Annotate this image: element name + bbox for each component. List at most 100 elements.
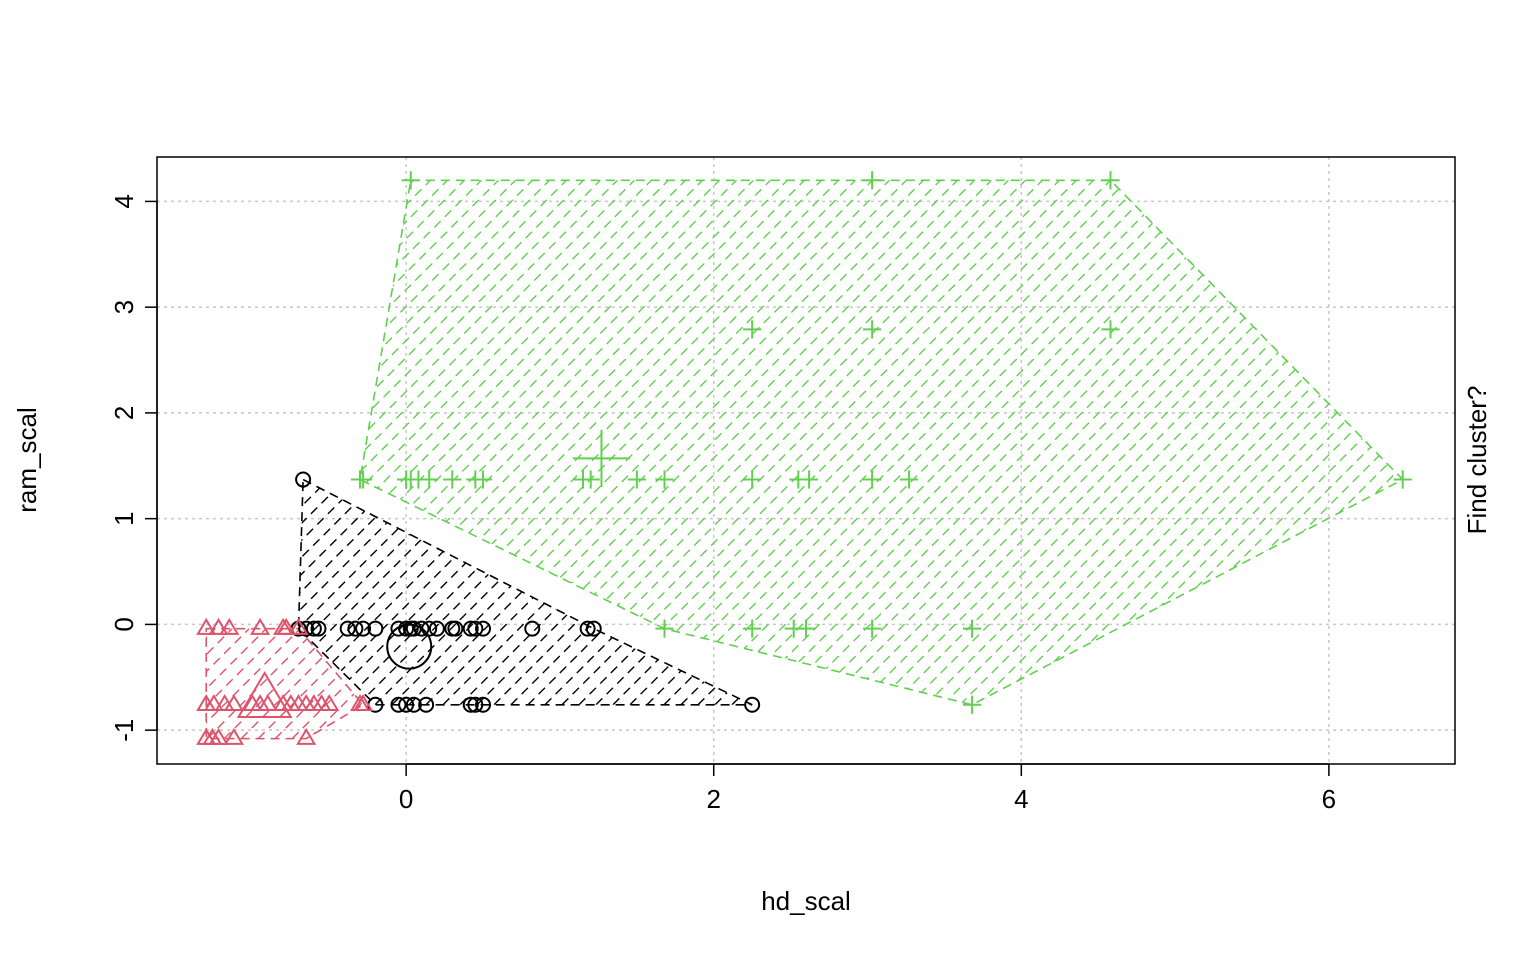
hatch-line bbox=[391, 479, 618, 705]
grid-lines bbox=[157, 157, 1455, 764]
data-point bbox=[962, 695, 982, 714]
data-point bbox=[863, 619, 882, 638]
hatch-line bbox=[360, 180, 601, 705]
hatch-line bbox=[298, 479, 414, 705]
data-point bbox=[428, 620, 445, 637]
hatch-line bbox=[527, 479, 753, 705]
data-point bbox=[524, 620, 541, 637]
y-tick-label: -1 bbox=[109, 719, 139, 742]
data-point bbox=[743, 320, 762, 339]
hatch-line bbox=[0, 180, 294, 705]
hatch-line bbox=[359, 628, 364, 739]
hatch-line bbox=[1504, 180, 1536, 705]
hatch-line bbox=[653, 180, 1179, 705]
hull-hatching bbox=[0, 628, 504, 739]
data-point bbox=[367, 620, 384, 637]
hatch-line bbox=[298, 479, 380, 705]
hatch-line bbox=[595, 479, 753, 705]
hatch-line bbox=[360, 180, 635, 705]
hatch-line bbox=[891, 180, 1403, 705]
hatch-line bbox=[789, 180, 1315, 705]
hatch-line bbox=[69, 480, 294, 705]
data-point bbox=[475, 620, 492, 637]
hatch-line bbox=[52, 480, 277, 705]
data-point bbox=[585, 620, 602, 637]
hatch-line bbox=[1044, 180, 1403, 705]
hatch-line bbox=[561, 479, 753, 705]
data-point bbox=[296, 727, 317, 745]
data-point bbox=[1101, 171, 1120, 190]
x-tick-label: 2 bbox=[706, 784, 720, 814]
data-point bbox=[257, 694, 278, 712]
hatch-line bbox=[670, 180, 1196, 705]
hatch-line bbox=[806, 180, 1332, 705]
data-point bbox=[475, 696, 492, 713]
hatch-line bbox=[360, 180, 482, 705]
hatch-line bbox=[602, 180, 1128, 705]
y-axis-label: ram_scal bbox=[12, 407, 42, 512]
data-point bbox=[339, 620, 356, 637]
hatch-line bbox=[1384, 180, 1403, 705]
hatch-line bbox=[432, 180, 958, 705]
hatch-line bbox=[1248, 180, 1403, 705]
y-tick-label: 3 bbox=[109, 300, 139, 314]
hatch-line bbox=[517, 180, 1043, 705]
hatch-line bbox=[612, 479, 753, 705]
hatch-line bbox=[568, 180, 1094, 705]
data-point bbox=[863, 320, 882, 339]
data-point bbox=[863, 171, 882, 190]
data-point bbox=[743, 470, 762, 489]
hatch-line bbox=[360, 180, 754, 705]
hatch-line bbox=[1265, 180, 1403, 705]
hatch-line bbox=[394, 629, 504, 739]
hatch-line bbox=[1521, 180, 1536, 705]
hatch-line bbox=[357, 479, 584, 705]
data-point bbox=[288, 617, 309, 635]
data-point bbox=[1101, 320, 1120, 339]
hatch-line bbox=[1010, 180, 1403, 705]
cluster-hulls bbox=[0, 179, 1536, 740]
hatch-line bbox=[240, 628, 352, 739]
hatch-line bbox=[360, 180, 516, 705]
hatch-line bbox=[360, 180, 669, 705]
y-tick-label: 1 bbox=[109, 511, 139, 525]
hatch-line bbox=[257, 628, 364, 739]
hatch-line bbox=[206, 628, 318, 739]
hatch-line bbox=[687, 180, 1213, 705]
hatch-line bbox=[425, 479, 652, 705]
data-point bbox=[579, 620, 596, 637]
hatch-line bbox=[298, 479, 363, 705]
data-point bbox=[467, 620, 484, 637]
data-point bbox=[298, 620, 315, 637]
hatch-line bbox=[360, 180, 686, 705]
hatch-line bbox=[360, 180, 397, 705]
data-point bbox=[413, 620, 430, 637]
hatch-line bbox=[585, 180, 1111, 705]
hatch-line bbox=[544, 479, 753, 705]
hatch-line bbox=[342, 628, 364, 739]
hatch-line bbox=[298, 479, 482, 705]
hatch-line bbox=[942, 180, 1403, 705]
data-point bbox=[443, 470, 462, 489]
hatch-line bbox=[578, 479, 753, 705]
hatch-line bbox=[325, 628, 364, 739]
hatch-line bbox=[459, 479, 686, 705]
hatch-line bbox=[755, 180, 1281, 705]
hatch-line bbox=[1367, 180, 1403, 705]
hatch-line bbox=[360, 180, 652, 705]
data-point bbox=[196, 617, 217, 635]
data-point bbox=[627, 470, 646, 489]
plot-frame bbox=[156, 156, 1456, 765]
data-point bbox=[295, 471, 312, 488]
hatch-line bbox=[629, 479, 753, 705]
x-tick-label: 4 bbox=[1014, 784, 1028, 814]
hatch-line bbox=[0, 629, 96, 739]
x-axis-label: hd_scal bbox=[761, 886, 851, 916]
hull-outline bbox=[359, 179, 1405, 706]
data-point bbox=[276, 617, 297, 635]
hatch-line bbox=[360, 180, 805, 705]
hatch-line bbox=[840, 180, 1366, 705]
hatch-line bbox=[3, 629, 113, 739]
hatch-line bbox=[206, 628, 284, 739]
